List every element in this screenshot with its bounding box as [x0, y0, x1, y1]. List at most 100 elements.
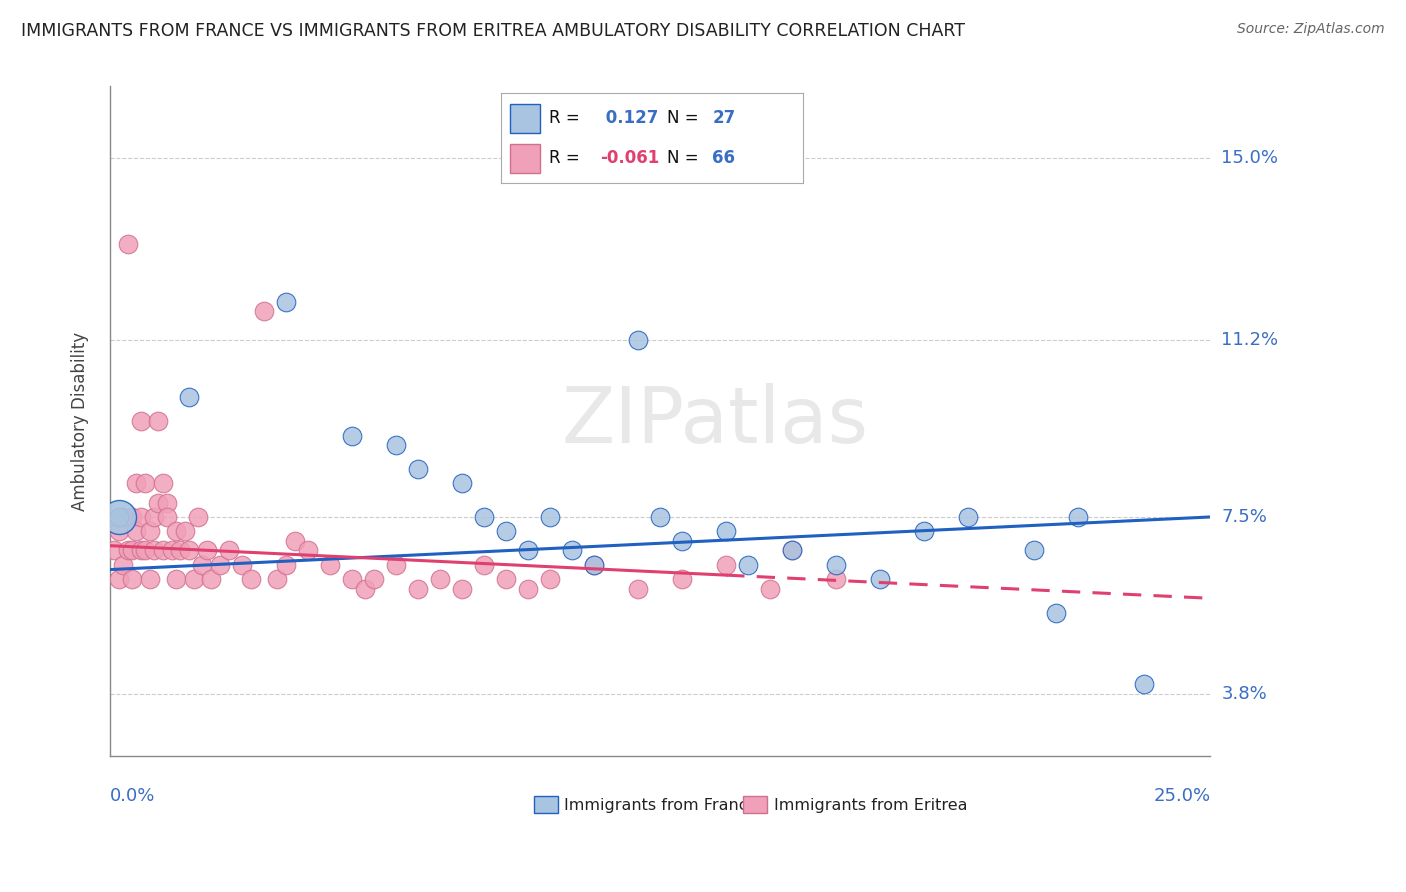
Point — [195, 543, 218, 558]
Point — [121, 510, 143, 524]
Point — [406, 462, 429, 476]
Text: Source: ZipAtlas.com: Source: ZipAtlas.com — [1237, 22, 1385, 37]
FancyBboxPatch shape — [742, 797, 766, 814]
Point — [117, 237, 139, 252]
Point — [429, 572, 451, 586]
Point — [385, 438, 408, 452]
Text: 15.0%: 15.0% — [1222, 149, 1278, 167]
Text: 25.0%: 25.0% — [1153, 787, 1211, 805]
Point — [451, 476, 474, 491]
Point — [340, 572, 363, 586]
Point — [406, 582, 429, 596]
Point — [517, 543, 540, 558]
Point — [495, 572, 517, 586]
Point — [737, 558, 759, 572]
Point — [780, 543, 803, 558]
Point — [451, 582, 474, 596]
Point — [138, 524, 160, 539]
Point — [125, 476, 148, 491]
Point — [231, 558, 253, 572]
Point — [112, 558, 135, 572]
Point — [187, 510, 209, 524]
FancyBboxPatch shape — [534, 797, 558, 814]
Text: IMMIGRANTS FROM FRANCE VS IMMIGRANTS FROM ERITREA AMBULATORY DISABILITY CORRELAT: IMMIGRANTS FROM FRANCE VS IMMIGRANTS FRO… — [21, 22, 965, 40]
Point — [143, 510, 166, 524]
Point — [274, 558, 297, 572]
Point — [121, 543, 143, 558]
Point — [160, 543, 183, 558]
Point — [138, 572, 160, 586]
Point — [218, 543, 240, 558]
Point — [156, 510, 179, 524]
Point — [1024, 543, 1046, 558]
Point — [129, 510, 152, 524]
Point — [134, 476, 156, 491]
Text: Immigrants from France: Immigrants from France — [564, 797, 758, 813]
Point — [129, 543, 152, 558]
Point — [363, 572, 385, 586]
Point — [266, 572, 288, 586]
Point — [183, 572, 205, 586]
Y-axis label: Ambulatory Disability: Ambulatory Disability — [72, 332, 89, 511]
Point — [129, 414, 152, 428]
Point — [143, 543, 166, 558]
Point — [671, 533, 693, 548]
Text: 11.2%: 11.2% — [1222, 331, 1278, 349]
Text: Immigrants from Eritrea: Immigrants from Eritrea — [773, 797, 967, 813]
Point — [148, 495, 170, 509]
Point — [239, 572, 262, 586]
Point — [714, 558, 737, 572]
Point — [165, 524, 187, 539]
Point — [112, 510, 135, 524]
Point — [108, 572, 131, 586]
Point — [134, 543, 156, 558]
Point — [108, 510, 131, 524]
Point — [1067, 510, 1090, 524]
Point — [165, 572, 187, 586]
Point — [148, 414, 170, 428]
Point — [825, 572, 848, 586]
Point — [200, 572, 222, 586]
Point — [759, 582, 782, 596]
Point — [825, 558, 848, 572]
Point — [152, 476, 174, 491]
Point — [156, 495, 179, 509]
Point — [1133, 677, 1156, 691]
Point — [173, 524, 195, 539]
Point — [583, 558, 606, 572]
Point — [108, 524, 131, 539]
Point — [179, 390, 201, 404]
Point — [627, 582, 650, 596]
Point — [191, 558, 214, 572]
Point — [284, 533, 307, 548]
Point — [714, 524, 737, 539]
Point — [152, 543, 174, 558]
Point — [103, 543, 125, 558]
Point — [121, 572, 143, 586]
Point — [179, 543, 201, 558]
Point — [117, 543, 139, 558]
Point — [354, 582, 377, 596]
Point — [125, 524, 148, 539]
Point — [319, 558, 342, 572]
Point — [253, 304, 276, 318]
Point — [297, 543, 319, 558]
Point — [780, 543, 803, 558]
Point — [472, 558, 495, 572]
Point — [538, 572, 561, 586]
Point — [517, 582, 540, 596]
Point — [209, 558, 232, 572]
Point — [583, 558, 606, 572]
Text: 3.8%: 3.8% — [1222, 685, 1267, 703]
Point — [538, 510, 561, 524]
Point — [561, 543, 583, 558]
Point — [385, 558, 408, 572]
Point — [495, 524, 517, 539]
Point — [869, 572, 891, 586]
Point — [169, 543, 191, 558]
Point — [274, 294, 297, 309]
Text: 7.5%: 7.5% — [1222, 508, 1267, 526]
Text: ZIPatlas: ZIPatlas — [561, 384, 869, 459]
Point — [912, 524, 935, 539]
Point — [108, 510, 131, 524]
